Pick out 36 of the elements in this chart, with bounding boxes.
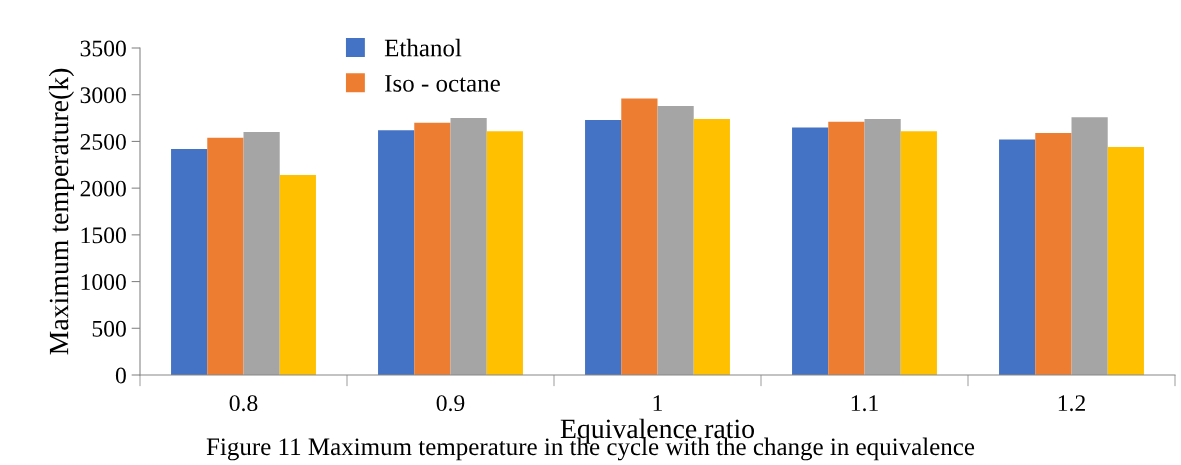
bar <box>1035 133 1072 375</box>
y-tick-label: 500 <box>92 320 126 337</box>
x-tick-label: 1 <box>653 395 662 411</box>
y-axis-title: Maximum temperature(k) <box>48 68 75 355</box>
bar <box>378 130 415 375</box>
bar <box>900 131 937 375</box>
bar <box>585 119 622 375</box>
bar <box>864 119 901 375</box>
bar <box>414 122 451 375</box>
y-tick-label: 2500 <box>80 133 126 150</box>
bar <box>1071 117 1108 375</box>
bar <box>171 148 208 375</box>
x-tick-label: 1.2 <box>1058 395 1085 412</box>
x-tick-label: 0.8 <box>229 395 258 412</box>
bar <box>279 175 316 375</box>
y-tick-label: 1000 <box>81 274 126 290</box>
y-tick-label: 3500 <box>80 40 126 57</box>
bar <box>486 131 523 375</box>
y-tick-label: 1500 <box>81 227 126 244</box>
bar <box>999 139 1036 375</box>
bar <box>693 119 730 375</box>
x-tick-label: 0.9 <box>436 395 465 412</box>
bar <box>657 105 694 375</box>
y-tick-label: 0 <box>115 367 126 384</box>
bar <box>1107 147 1144 375</box>
bar <box>207 137 244 375</box>
bar <box>450 118 487 375</box>
y-tick-label: 2000 <box>80 180 126 197</box>
bar <box>792 127 829 375</box>
legend-label: Ethanol <box>384 38 462 57</box>
y-tick-label: 3000 <box>80 87 126 104</box>
bar <box>828 121 865 375</box>
bar <box>621 98 658 375</box>
bar <box>243 132 280 375</box>
x-tick-label: 1.1 <box>851 395 878 412</box>
legend-label: Iso - octane <box>385 75 500 92</box>
